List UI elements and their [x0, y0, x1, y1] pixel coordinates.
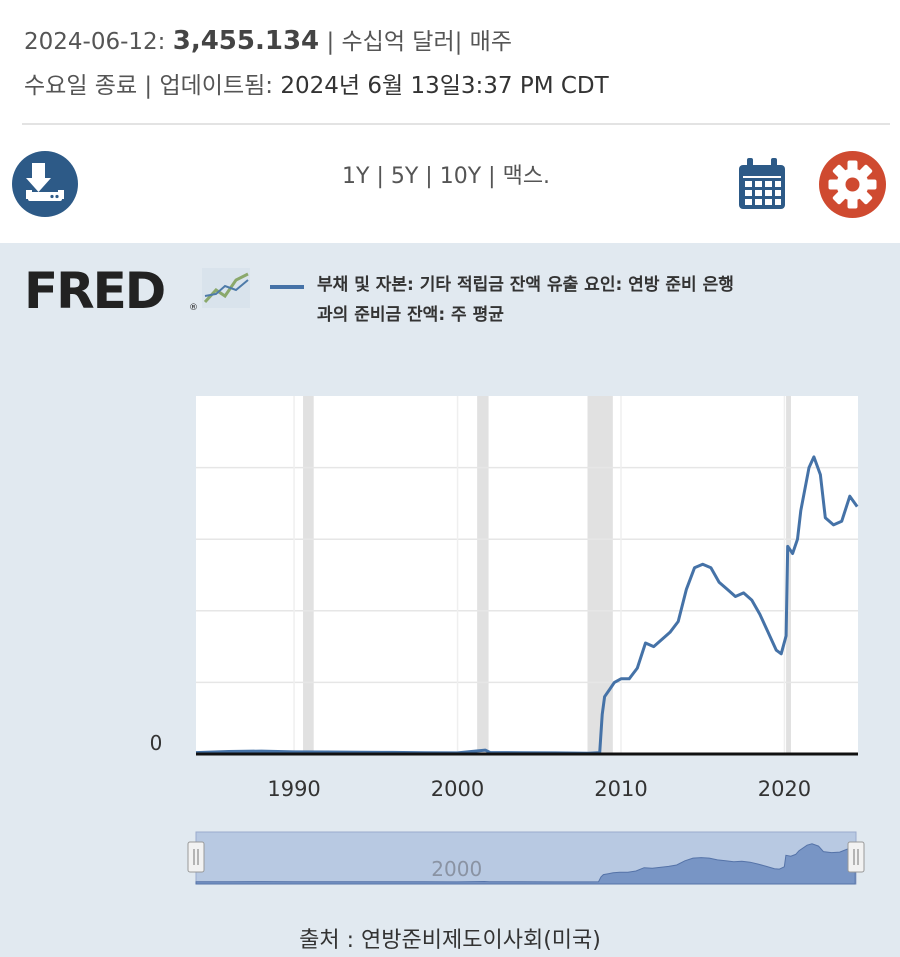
range-1y[interactable]: 1Y — [342, 164, 370, 189]
y-tick-label: 0 — [150, 731, 163, 755]
x-tick-label: 2010 — [594, 777, 647, 801]
fred-logo-text: FRED — [24, 266, 164, 314]
updated-date: 2024년 6월 13일3:37 PM CDT — [280, 73, 609, 99]
fred-logo-mark: ® — [189, 303, 198, 313]
chart: 1990 2000 2010 2020 0 2000 — [150, 396, 865, 885]
range-separator: | — [376, 164, 384, 189]
source-note: 출처 : 연방준비제도이사회(미국) — [299, 928, 601, 953]
legend-label-line1: 부채 및 자본: 기타 적립금 잔액 유출 요인: 연방 준비 은행 — [317, 275, 734, 295]
x-tick-label: 1990 — [267, 777, 320, 801]
range-separator: | — [425, 164, 433, 189]
legend: 부채 및 자본: 기타 적립금 잔액 유출 요인: 연방 준비 은행 과의 준비… — [317, 270, 837, 330]
notes-label: 수요일 종료 | 업데이트됨: — [24, 73, 274, 99]
navigator-handle-right[interactable] — [847, 841, 865, 873]
observation-value: 3,455.134 — [172, 26, 320, 56]
recession-band — [587, 396, 613, 754]
fred-logo: FRED ® — [24, 262, 254, 320]
latest-observation: 2024-06-12: 3,455.134 | 수십억 달러| 매주 — [24, 22, 512, 56]
divider — [22, 123, 890, 125]
download-button[interactable] — [12, 151, 78, 217]
units-frequency: | 수십억 달러| 매주 — [326, 29, 512, 55]
update-info: 수요일 종료 | 업데이트됨: 2024년 6월 13일3:37 PM CDT — [24, 66, 609, 100]
date-range-button[interactable] — [737, 157, 787, 211]
header-area: 2024-06-12: 3,455.134 | 수십억 달러| 매주 수요일 종… — [0, 0, 900, 243]
plot-area — [196, 396, 858, 754]
calendar-icon — [739, 158, 785, 209]
settings-button[interactable] — [819, 151, 886, 218]
series-line — [195, 455, 859, 755]
recession-band — [303, 396, 314, 754]
range-10y[interactable]: 10Y — [439, 164, 482, 189]
range-selector: 1Y | 5Y | 10Y | 맥스. — [342, 158, 550, 190]
x-tick-label: 2020 — [758, 777, 811, 801]
range-separator: | — [488, 164, 496, 189]
x-tick-label: 2000 — [431, 777, 484, 801]
navigator-label: 2000 — [431, 857, 482, 881]
navigator-series — [195, 843, 856, 885]
legend-swatch — [270, 285, 304, 289]
gear-icon — [828, 160, 877, 209]
legend-label-line2: 과의 준비금 잔액: 주 평균 — [317, 305, 504, 325]
range-5y[interactable]: 5Y — [390, 164, 419, 189]
download-icon — [26, 163, 64, 201]
fred-chart-icon — [202, 268, 250, 308]
navigator-handle-left[interactable] — [187, 841, 205, 873]
range-max[interactable]: 맥스. — [502, 164, 551, 189]
observation-date: 2024-06-12: — [24, 29, 166, 55]
recession-band — [477, 396, 489, 754]
